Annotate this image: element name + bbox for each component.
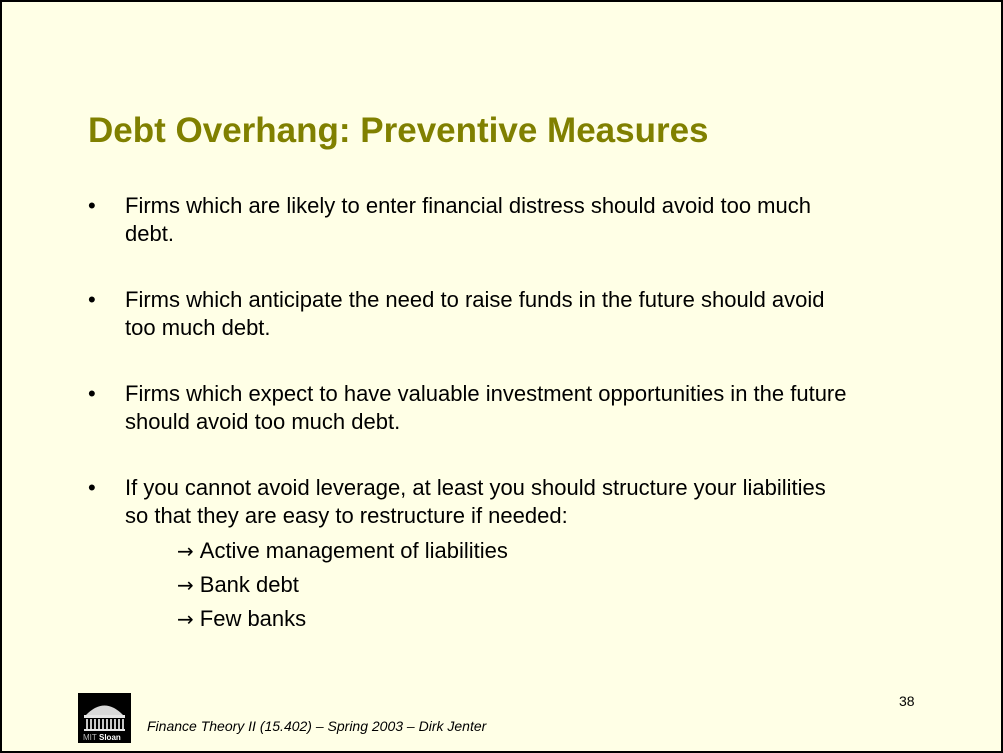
sub-item-list: → Active management of liabilities → Bank … xyxy=(125,534,968,636)
bullet-text-line: Firms which expect to have valuable inve… xyxy=(125,381,847,406)
bullet-item: • If you cannot avoid leverage, at least… xyxy=(88,474,968,636)
bullet-text-line: debt. xyxy=(125,221,174,246)
sub-item-text: Active management of liabilities xyxy=(199,538,508,563)
logo-text-sloan: Sloan xyxy=(99,733,121,742)
slide-title: Debt Overhang: Preventive Measures xyxy=(88,111,709,150)
slide-footer: Finance Theory II (15.402) – Spring 2003… xyxy=(147,718,487,734)
bullet-text-line: Firms which are likely to enter financia… xyxy=(125,193,811,218)
bullet-text-line: should avoid too much debt. xyxy=(125,409,401,434)
sub-item: → Few banks xyxy=(125,602,968,636)
sub-item: → Bank debt xyxy=(125,568,968,602)
bullet-item: • Firms which expect to have valuable in… xyxy=(88,380,968,436)
bullet-text-line: so that they are easy to restructure if … xyxy=(125,503,568,528)
sub-item-text: Few banks xyxy=(199,606,307,631)
bullet-text-line: Firms which anticipate the need to raise… xyxy=(125,287,825,312)
bullet-text-line: too much debt. xyxy=(125,315,271,340)
right-arrow-icon: → xyxy=(177,607,194,631)
bullet-item: • Firms which are likely to enter financ… xyxy=(88,192,968,248)
mit-sloan-logo: MIT Sloan xyxy=(78,693,131,743)
page-number: 38 xyxy=(899,693,915,709)
bullet-text-line: If you cannot avoid leverage, at least y… xyxy=(125,475,826,500)
bullet-list: • Firms which are likely to enter financ… xyxy=(88,192,968,674)
right-arrow-icon: → xyxy=(177,573,194,597)
bullet-marker: • xyxy=(88,287,96,312)
bullet-marker: • xyxy=(88,381,96,406)
bullet-marker: • xyxy=(88,475,96,500)
right-arrow-icon: → xyxy=(177,539,194,563)
bullet-item: • Firms which anticipate the need to rai… xyxy=(88,286,968,342)
sub-item: → Active management of liabilities xyxy=(125,534,968,568)
logo-text-mit: MIT xyxy=(83,733,97,742)
sub-item-text: Bank debt xyxy=(199,572,299,597)
bullet-marker: • xyxy=(88,193,96,218)
mit-dome-icon: MIT Sloan xyxy=(83,705,125,742)
